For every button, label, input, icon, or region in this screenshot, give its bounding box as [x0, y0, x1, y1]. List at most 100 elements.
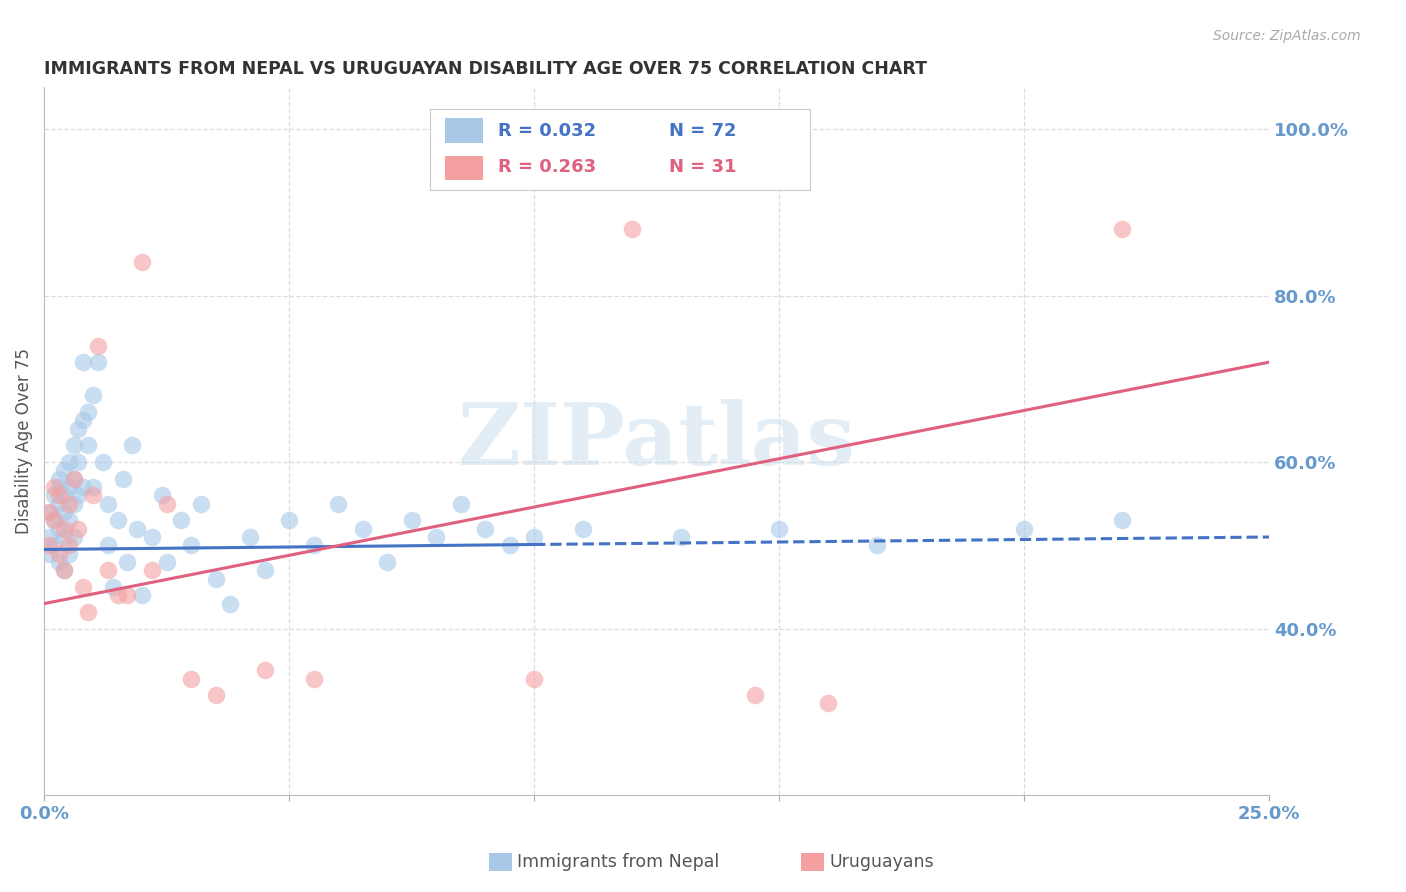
Point [62, 472, 84, 486]
Point [82, 388, 104, 402]
Point [239, 530, 262, 544]
Point [141, 563, 163, 577]
Point [91, 455, 114, 469]
Point [42, 513, 65, 527]
Point [52, 530, 75, 544]
Point [87, 338, 110, 352]
Point [401, 513, 423, 527]
Point [72, 480, 94, 494]
Point [155, 497, 177, 511]
Point [67, 422, 90, 436]
Point [58, 547, 80, 561]
Point [87, 355, 110, 369]
Point [107, 588, 129, 602]
Point [180, 538, 202, 552]
Point [42, 488, 65, 502]
Point [38, 547, 60, 561]
Point [375, 555, 398, 569]
Point [219, 597, 242, 611]
Point [170, 513, 193, 527]
Point [77, 605, 100, 619]
Point [72, 413, 94, 427]
Point [97, 497, 120, 511]
Point [117, 555, 139, 569]
Point [107, 513, 129, 527]
Point [82, 480, 104, 494]
Point [48, 547, 70, 561]
Point [744, 688, 766, 702]
Point [48, 555, 70, 569]
Point [302, 672, 325, 686]
Point [523, 672, 546, 686]
Point [48, 497, 70, 511]
Point [48, 488, 70, 502]
Point [38, 505, 60, 519]
Point [62, 497, 84, 511]
Point [253, 663, 276, 677]
Text: ZIPatlas: ZIPatlas [457, 400, 855, 483]
Point [498, 538, 520, 552]
Point [58, 513, 80, 527]
Point [111, 472, 134, 486]
Point [621, 222, 644, 236]
Point [58, 497, 80, 511]
Point [817, 697, 839, 711]
Point [1111, 513, 1133, 527]
Point [62, 438, 84, 452]
Point [77, 438, 100, 452]
Point [131, 588, 153, 602]
Point [669, 530, 692, 544]
Point [52, 488, 75, 502]
Point [42, 538, 65, 552]
Point [67, 522, 90, 536]
Point [72, 580, 94, 594]
Point [326, 497, 349, 511]
Point [150, 488, 173, 502]
Point [52, 563, 75, 577]
Point [82, 488, 104, 502]
Point [127, 522, 149, 536]
Point [42, 513, 65, 527]
Point [117, 588, 139, 602]
Text: Uruguayans: Uruguayans [830, 853, 934, 871]
Y-axis label: Disability Age Over 75: Disability Age Over 75 [15, 348, 32, 534]
Point [62, 530, 84, 544]
Point [48, 472, 70, 486]
Point [52, 463, 75, 477]
Point [425, 530, 447, 544]
Point [62, 472, 84, 486]
Point [768, 522, 790, 536]
Point [48, 480, 70, 494]
Point [67, 455, 90, 469]
Point [101, 580, 124, 594]
Point [155, 555, 177, 569]
Point [48, 522, 70, 536]
Point [58, 538, 80, 552]
Point [180, 672, 202, 686]
Point [58, 455, 80, 469]
Point [38, 530, 60, 544]
Point [141, 530, 163, 544]
Point [474, 522, 496, 536]
Point [253, 563, 276, 577]
Point [1012, 522, 1035, 536]
Point [52, 563, 75, 577]
Text: Immigrants from Nepal: Immigrants from Nepal [517, 853, 720, 871]
Point [352, 522, 374, 536]
Point [97, 563, 120, 577]
Point [278, 513, 301, 527]
Point [302, 538, 325, 552]
Point [38, 505, 60, 519]
Point [450, 497, 472, 511]
Text: IMMIGRANTS FROM NEPAL VS URUGUAYAN DISABILITY AGE OVER 75 CORRELATION CHART: IMMIGRANTS FROM NEPAL VS URUGUAYAN DISAB… [44, 60, 927, 78]
Point [67, 488, 90, 502]
Point [52, 505, 75, 519]
Point [190, 497, 212, 511]
Point [866, 538, 889, 552]
Point [572, 522, 595, 536]
Point [131, 255, 153, 269]
Point [97, 538, 120, 552]
Point [42, 480, 65, 494]
Point [523, 530, 546, 544]
Point [77, 405, 100, 419]
